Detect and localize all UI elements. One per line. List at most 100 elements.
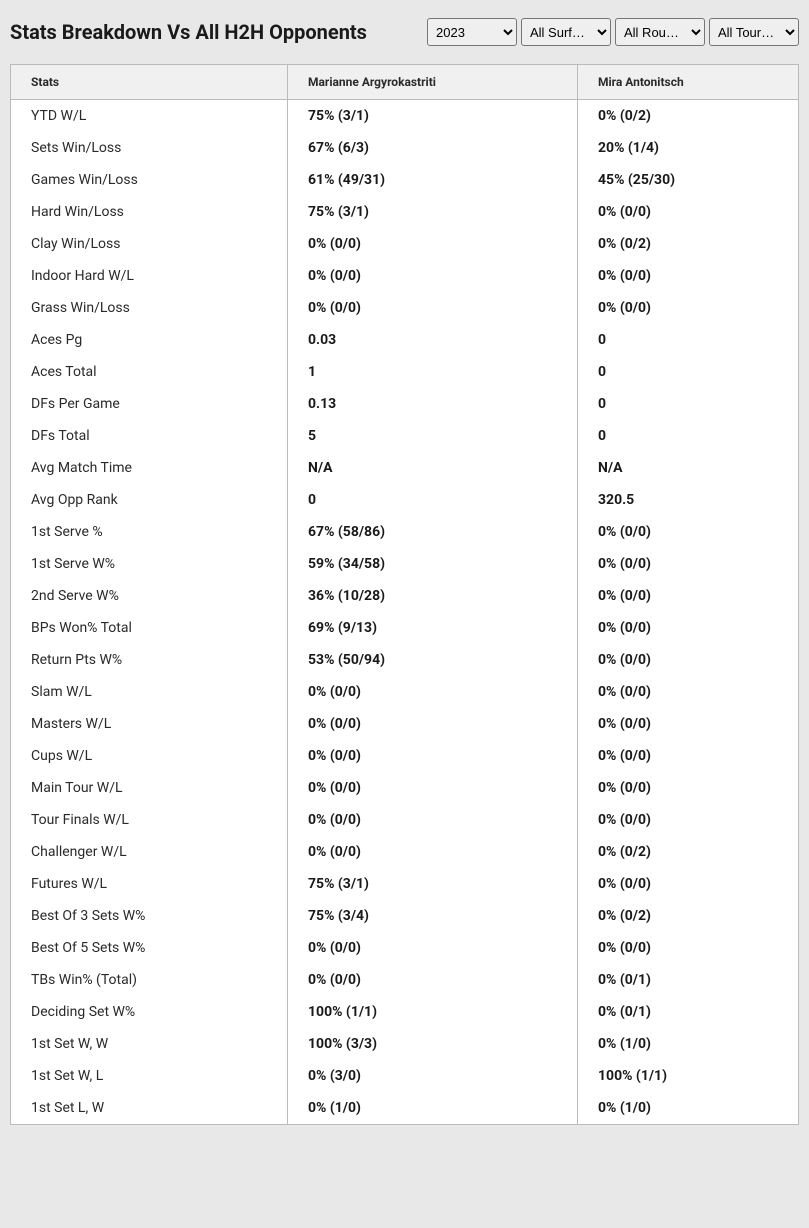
stat-player2-value: 0% (0/1): [578, 996, 798, 1028]
stat-name: Cups W/L: [11, 740, 288, 772]
stat-name: Aces Pg: [11, 324, 288, 356]
stat-player2-value: 0% (0/0): [578, 868, 798, 900]
stat-player2-value: 0% (0/2): [578, 228, 798, 260]
table-row: Avg Opp Rank0320.5: [11, 484, 798, 516]
stat-name: Tour Finals W/L: [11, 804, 288, 836]
table-row: BPs Won% Total69% (9/13)0% (0/0): [11, 612, 798, 644]
column-header-player2: Mira Antonitsch: [578, 65, 798, 100]
stat-name: YTD W/L: [11, 100, 288, 132]
stat-player1-value: 0% (0/0): [288, 772, 578, 804]
stat-player2-value: 0% (0/2): [578, 100, 798, 132]
stat-player1-value: 53% (50/94): [288, 644, 578, 676]
header: Stats Breakdown Vs All H2H Opponents 202…: [10, 10, 799, 54]
stat-name: Games Win/Loss: [11, 164, 288, 196]
table-row: Main Tour W/L0% (0/0)0% (0/0): [11, 772, 798, 804]
stat-player2-value: 0% (0/0): [578, 548, 798, 580]
stat-player2-value: 0: [578, 324, 798, 356]
stat-name: Best Of 5 Sets W%: [11, 932, 288, 964]
stat-name: Masters W/L: [11, 708, 288, 740]
stat-player1-value: 0.13: [288, 388, 578, 420]
stat-name: Best Of 3 Sets W%: [11, 900, 288, 932]
stat-player2-value: 0% (0/2): [578, 900, 798, 932]
table-row: Clay Win/Loss0% (0/0)0% (0/2): [11, 228, 798, 260]
table-row: Challenger W/L0% (0/0)0% (0/2): [11, 836, 798, 868]
stat-name: Main Tour W/L: [11, 772, 288, 804]
table-row: TBs Win% (Total)0% (0/0)0% (0/1): [11, 964, 798, 996]
stat-player2-value: 0% (0/0): [578, 644, 798, 676]
stat-player1-value: 0: [288, 484, 578, 516]
stat-player1-value: 0% (0/0): [288, 804, 578, 836]
stat-player1-value: 69% (9/13): [288, 612, 578, 644]
surface-filter[interactable]: All Surf…: [521, 18, 611, 46]
stat-player1-value: 0% (0/0): [288, 292, 578, 324]
stat-player1-value: 0% (0/0): [288, 932, 578, 964]
stat-player2-value: 0% (0/1): [578, 964, 798, 996]
table-row: Grass Win/Loss0% (0/0)0% (0/0): [11, 292, 798, 324]
stat-player2-value: 0% (0/0): [578, 932, 798, 964]
stat-name: Slam W/L: [11, 676, 288, 708]
stat-player2-value: 20% (1/4): [578, 132, 798, 164]
stat-player1-value: 75% (3/1): [288, 100, 578, 132]
stat-player1-value: 5: [288, 420, 578, 452]
table-row: Deciding Set W%100% (1/1)0% (0/1): [11, 996, 798, 1028]
table-row: 1st Set W, L0% (3/0)100% (1/1): [11, 1060, 798, 1092]
year-filter[interactable]: 2023: [427, 18, 517, 46]
stat-player1-value: 67% (6/3): [288, 132, 578, 164]
stat-player2-value: 100% (1/1): [578, 1060, 798, 1092]
stat-player2-value: 0% (0/0): [578, 292, 798, 324]
stat-name: Indoor Hard W/L: [11, 260, 288, 292]
table-row: Futures W/L75% (3/1)0% (0/0): [11, 868, 798, 900]
stat-name: Clay Win/Loss: [11, 228, 288, 260]
table-row: 1st Serve %67% (58/86)0% (0/0): [11, 516, 798, 548]
stat-player1-value: 0.03: [288, 324, 578, 356]
stat-name: Hard Win/Loss: [11, 196, 288, 228]
stat-name: TBs Win% (Total): [11, 964, 288, 996]
stat-player2-value: 0% (0/0): [578, 676, 798, 708]
stat-player1-value: 0% (0/0): [288, 964, 578, 996]
stat-player1-value: 75% (3/1): [288, 868, 578, 900]
round-filter[interactable]: All Rou…: [615, 18, 705, 46]
stat-name: 1st Serve W%: [11, 548, 288, 580]
stat-player1-value: 0% (0/0): [288, 740, 578, 772]
table-row: Aces Total10: [11, 356, 798, 388]
stat-player2-value: 0% (0/0): [578, 516, 798, 548]
table-row: Return Pts W%53% (50/94)0% (0/0): [11, 644, 798, 676]
stat-player1-value: 0% (0/0): [288, 228, 578, 260]
stat-player2-value: 0% (1/0): [578, 1092, 798, 1124]
stat-player2-value: 45% (25/30): [578, 164, 798, 196]
table-row: Cups W/L0% (0/0)0% (0/0): [11, 740, 798, 772]
stat-player2-value: 320.5: [578, 484, 798, 516]
stat-player2-value: 0% (0/0): [578, 260, 798, 292]
stat-name: 1st Serve %: [11, 516, 288, 548]
stat-player2-value: 0% (0/0): [578, 804, 798, 836]
stat-name: Futures W/L: [11, 868, 288, 900]
stat-name: DFs Per Game: [11, 388, 288, 420]
stat-player2-value: 0% (0/2): [578, 836, 798, 868]
table-row: 1st Set W, W100% (3/3)0% (1/0): [11, 1028, 798, 1060]
stat-player1-value: N/A: [288, 452, 578, 484]
stat-player2-value: 0: [578, 388, 798, 420]
page-title: Stats Breakdown Vs All H2H Opponents: [10, 20, 367, 44]
stat-player1-value: 75% (3/1): [288, 196, 578, 228]
stat-name: Deciding Set W%: [11, 996, 288, 1028]
table-row: 2nd Serve W%36% (10/28)0% (0/0): [11, 580, 798, 612]
table-row: 1st Serve W%59% (34/58)0% (0/0): [11, 548, 798, 580]
table-row: Hard Win/Loss75% (3/1)0% (0/0): [11, 196, 798, 228]
stats-tbody: YTD W/L75% (3/1)0% (0/2)Sets Win/Loss67%…: [11, 100, 798, 1124]
table-row: Sets Win/Loss67% (6/3)20% (1/4): [11, 132, 798, 164]
tournament-filter[interactable]: All Tour…: [709, 18, 799, 46]
stat-player1-value: 0% (0/0): [288, 836, 578, 868]
table-row: Games Win/Loss61% (49/31)45% (25/30): [11, 164, 798, 196]
table-row: YTD W/L75% (3/1)0% (0/2): [11, 100, 798, 132]
stat-name: BPs Won% Total: [11, 612, 288, 644]
stat-player2-value: 0% (0/0): [578, 708, 798, 740]
stat-name: 1st Set L, W: [11, 1092, 288, 1124]
column-header-stats: Stats: [11, 65, 288, 100]
table-row: Aces Pg0.030: [11, 324, 798, 356]
stat-name: Return Pts W%: [11, 644, 288, 676]
stat-player1-value: 0% (0/0): [288, 676, 578, 708]
table-row: Best Of 3 Sets W%75% (3/4)0% (0/2): [11, 900, 798, 932]
stat-name: 1st Set W, L: [11, 1060, 288, 1092]
table-row: DFs Total50: [11, 420, 798, 452]
stat-name: Avg Match Time: [11, 452, 288, 484]
